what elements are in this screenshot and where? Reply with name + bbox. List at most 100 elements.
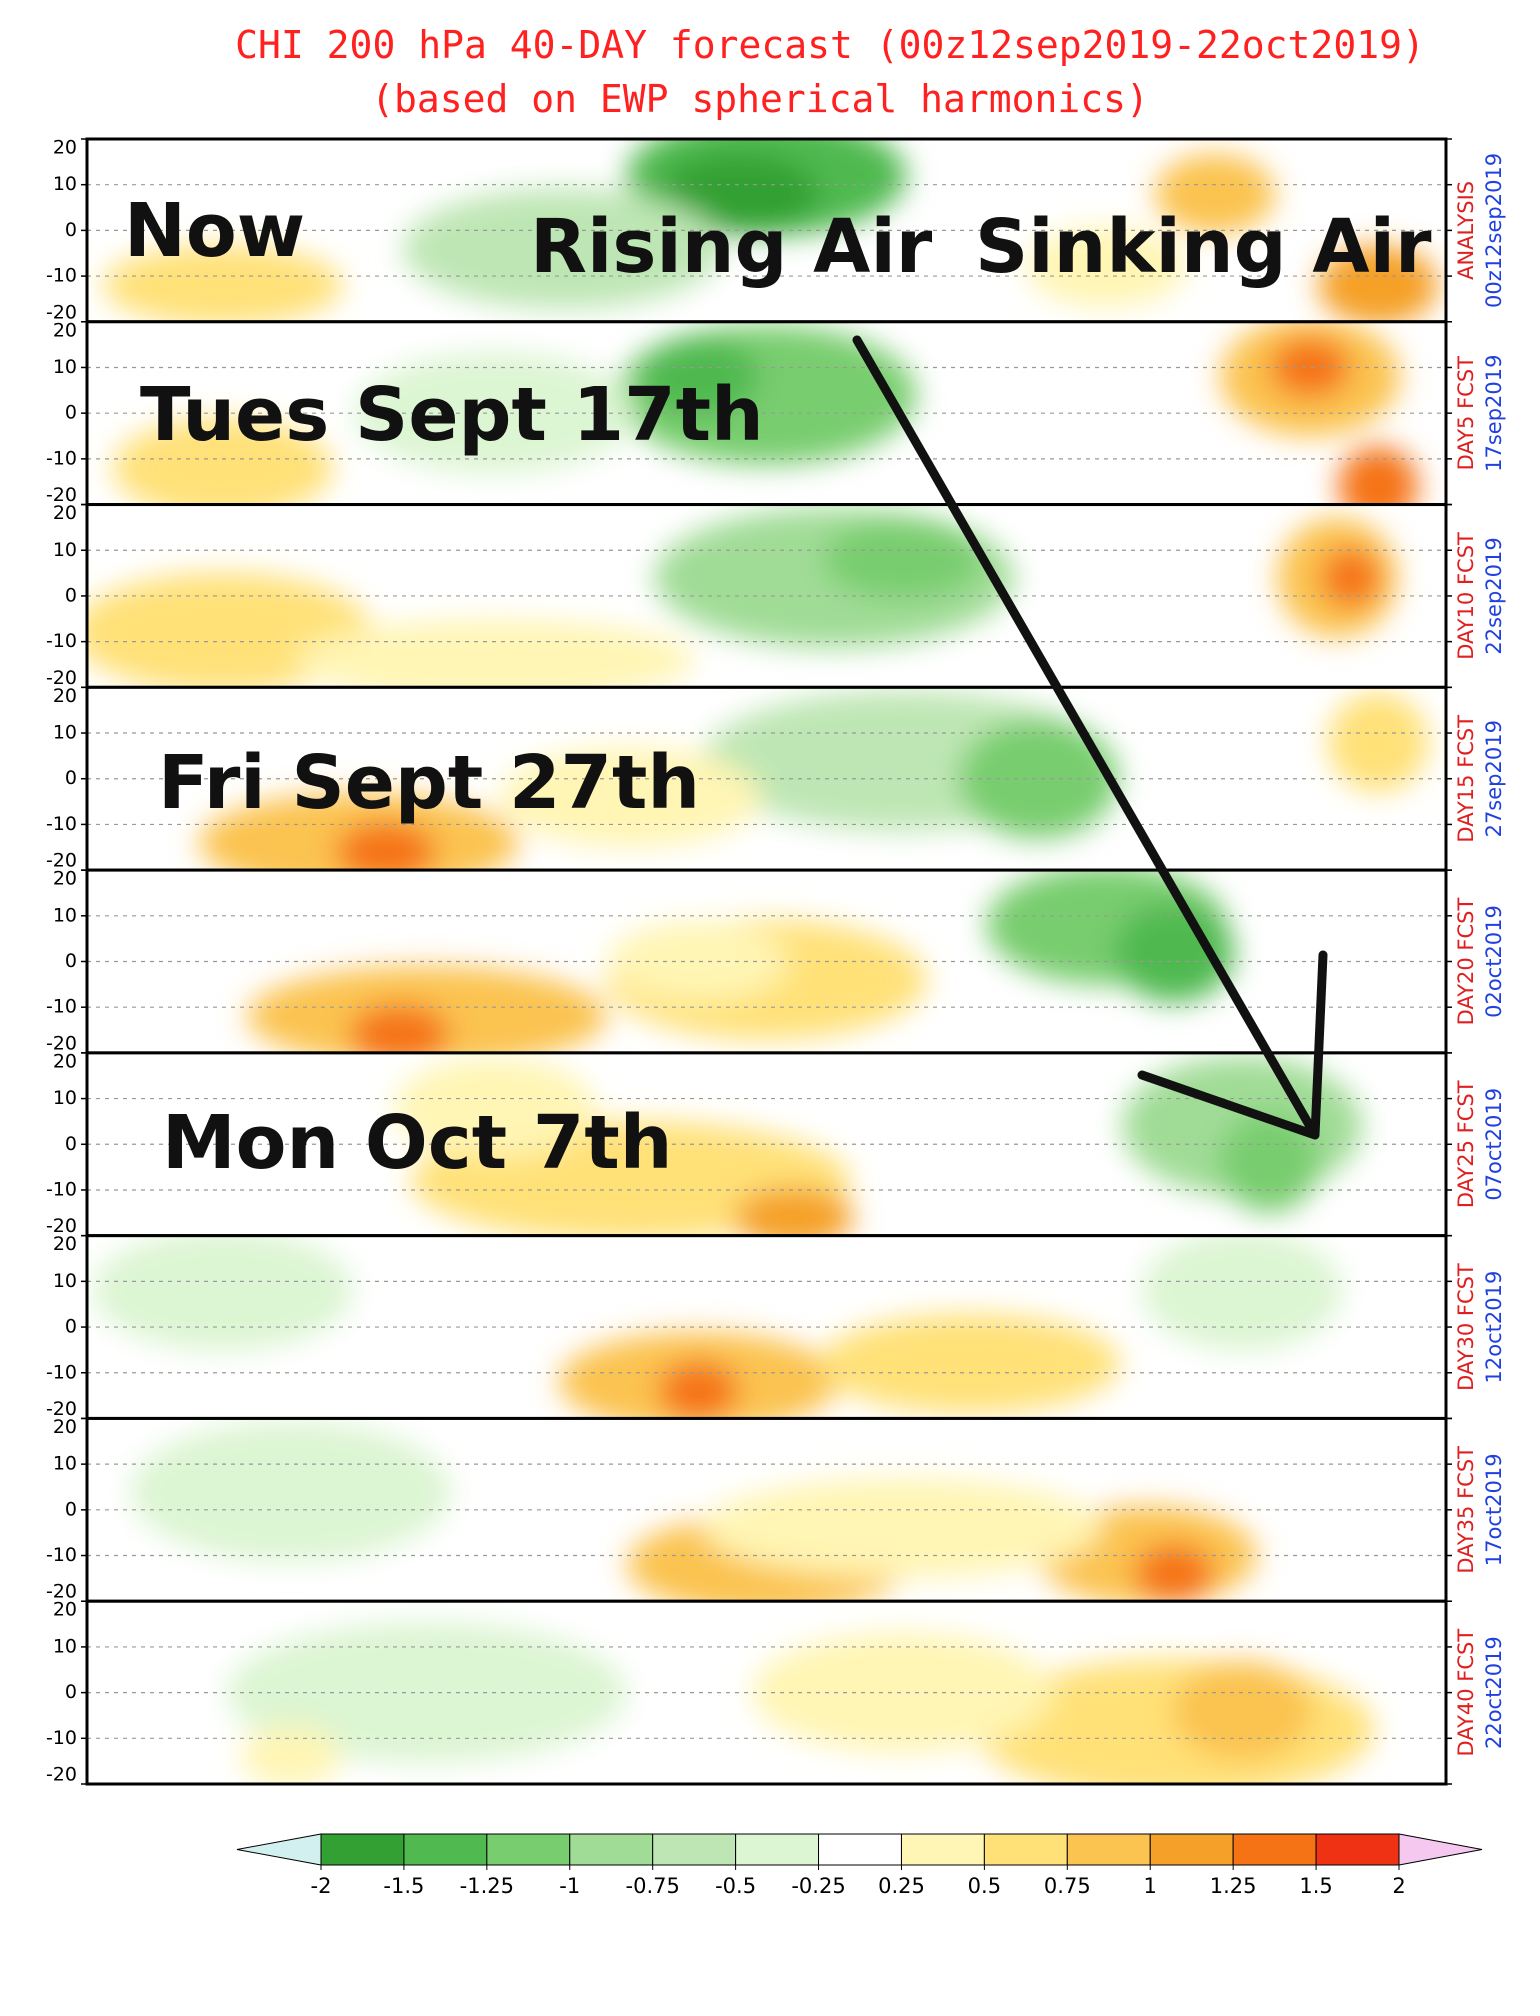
- shade: [1114, 902, 1235, 1003]
- shade: [102, 245, 343, 322]
- y-tick-label: 20: [53, 868, 77, 890]
- title: CHI 200 hPa 40-DAY forecast (00z12sep201…: [235, 23, 1425, 67]
- colorbar-box: [900, 1833, 985, 1866]
- shade: [112, 418, 333, 505]
- shading: [246, 870, 1235, 1053]
- y-tick-label: 20: [53, 1233, 77, 1255]
- panel: [87, 687, 1446, 871]
- y-tick-label: -20: [46, 1215, 77, 1237]
- y-tick-label: 20: [53, 1416, 77, 1438]
- shade: [92, 1235, 353, 1351]
- y-tick-label: 10: [53, 1635, 77, 1657]
- shading: [87, 507, 1398, 688]
- shade: [958, 718, 1119, 839]
- colorbar: -2 -1.5 -1.25 -1 -0.75 -0.5 -0.25 0.25 0.5 0.75 1 1…: [236, 1833, 1483, 1898]
- y-tick-label: 20: [53, 137, 77, 159]
- shade: [226, 1622, 627, 1763]
- y-tick-label: 10: [53, 1087, 77, 1109]
- y-tick-label: -10: [46, 996, 77, 1018]
- panel-label: DAY20 FCST: [1454, 898, 1478, 1026]
- y-tick-label: 0: [65, 950, 77, 972]
- colorbar-box: [486, 1833, 571, 1866]
- panel-label: DAY40 FCST: [1454, 1629, 1478, 1757]
- colorbar-label: -0.5: [715, 1874, 756, 1898]
- y-tick-label: 10: [53, 539, 77, 561]
- shade: [500, 747, 761, 847]
- y-tick-label: -10: [46, 813, 77, 835]
- colorbar-label: 1.25: [1210, 1874, 1257, 1898]
- y-tick-label: -10: [46, 630, 77, 652]
- colorbar-label: -1: [559, 1874, 580, 1898]
- panel-label: DAY5 FCST: [1454, 356, 1478, 470]
- panel: [87, 1418, 1446, 1602]
- panel-label: DAY35 FCST: [1454, 1446, 1478, 1574]
- y-tick-label: 0: [65, 584, 77, 606]
- y-tick-label: -10: [46, 1727, 77, 1749]
- colorbar-high: [1398, 1833, 1483, 1866]
- y-tick-label: 20: [53, 685, 77, 707]
- shade: [659, 153, 820, 234]
- colorbar-label: 0.75: [1044, 1874, 1091, 1898]
- y-tick-label: -20: [46, 667, 77, 689]
- y-tick-label: 20: [53, 502, 77, 524]
- annotation: Mon Oct 7th: [162, 1100, 672, 1186]
- panels: 20 10 0 -10 -20 ANALYSIS 00z12sep2019 20 10 0 -10 -…: [46, 137, 1506, 1786]
- shade: [294, 619, 695, 688]
- shade: [1320, 547, 1381, 608]
- colorbar-label: 0.25: [878, 1874, 925, 1898]
- panel-date: 22oct2019: [1482, 1636, 1506, 1749]
- y-tick-label: -20: [46, 301, 77, 323]
- y-tick-label: -20: [46, 484, 77, 506]
- shade: [820, 1313, 1121, 1414]
- y-tick-label: 10: [53, 904, 77, 926]
- colorbar-label: -1.5: [383, 1874, 424, 1898]
- panel: [87, 321, 1446, 505]
- y-tick-label: -20: [46, 1398, 77, 1420]
- shade: [1219, 1112, 1320, 1213]
- colorbar-label: -0.25: [791, 1874, 845, 1898]
- shade: [335, 821, 436, 871]
- shading: [102, 139, 1439, 322]
- y-tick-label: -20: [46, 1032, 77, 1054]
- y-tick-label: 20: [53, 319, 77, 341]
- panel-date: 12oct2019: [1482, 1271, 1506, 1384]
- shade: [1270, 337, 1351, 398]
- y-tick-label: -10: [46, 1178, 77, 1200]
- y-tick-label: 0: [65, 1316, 77, 1338]
- shading: [226, 1622, 1375, 1784]
- colorbar-box: [1315, 1833, 1400, 1866]
- shade: [1134, 1543, 1215, 1602]
- y-tick-label: 10: [53, 1270, 77, 1292]
- y-tick-label: -20: [46, 1581, 77, 1603]
- shade: [752, 1632, 1053, 1753]
- panel-date: 17oct2019: [1482, 1453, 1506, 1566]
- y-tick-label: -20: [46, 1764, 77, 1786]
- shade: [394, 1057, 595, 1158]
- panel-label: ANALYSIS: [1454, 181, 1478, 280]
- colorbar-low: [236, 1833, 322, 1866]
- colorbar-label: -1.25: [460, 1874, 514, 1898]
- y-tick-label: 10: [53, 356, 77, 378]
- shade: [1328, 692, 1429, 793]
- panel-date: 07oct2019: [1482, 1088, 1506, 1201]
- shade: [349, 1004, 450, 1053]
- colorbar-box: [569, 1833, 654, 1866]
- shade: [638, 336, 759, 417]
- shade: [1318, 245, 1439, 322]
- annotation: Rising Air: [530, 204, 933, 290]
- shade: [1142, 1235, 1343, 1351]
- colorbar-box: [1232, 1833, 1317, 1866]
- panel-date: 00z12sep2019: [1482, 153, 1506, 308]
- y-tick-label: 20: [53, 1050, 77, 1072]
- shade: [733, 1187, 854, 1236]
- overlay: Now Rising Air Sinking Air Tues Sept 17t…: [124, 188, 1432, 1186]
- colorbar-label: -2: [311, 1874, 332, 1898]
- colorbar-box: [652, 1833, 737, 1866]
- annotation: Tues Sept 17th: [140, 372, 764, 458]
- shade: [240, 1726, 341, 1784]
- panel-date: 17sep2019: [1482, 354, 1506, 471]
- y-tick-label: 20: [53, 1599, 77, 1621]
- colorbar-box: [1066, 1833, 1151, 1866]
- shade: [702, 1478, 1103, 1579]
- arrow: [852, 335, 1328, 1140]
